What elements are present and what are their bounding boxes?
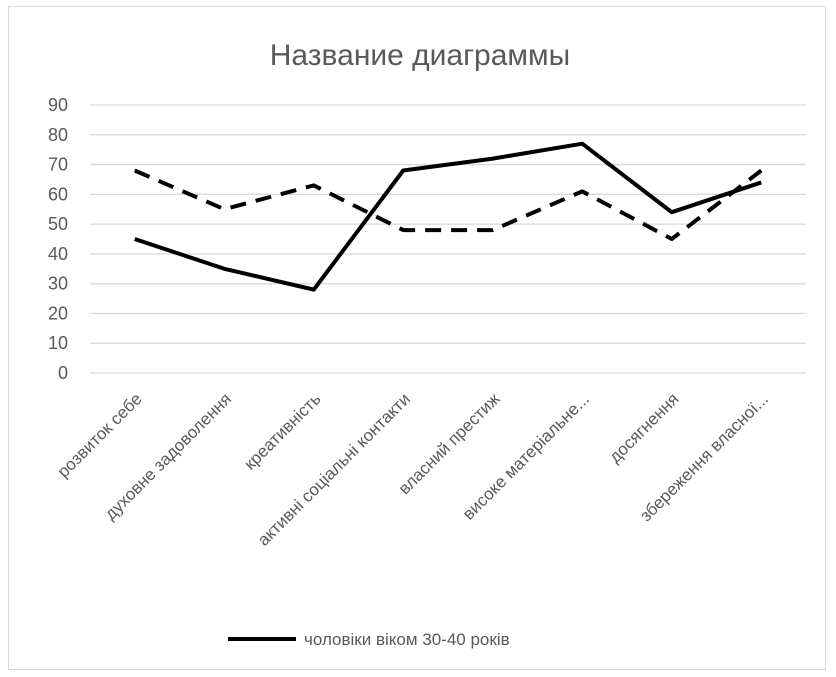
chart-title: Название диаграммы [270, 39, 570, 72]
series-lines [133, 141, 763, 292]
x-category-label: розвиток себе [54, 389, 146, 481]
legend: чоловіки віком 30-40 років [228, 630, 510, 649]
series-line-dashed [133, 168, 763, 241]
series-line-solid [134, 141, 762, 292]
y-axis-tick-labels: 0 10 20 30 40 50 60 70 80 90 [48, 95, 68, 383]
chart-frame [8, 6, 826, 670]
y-tick-label: 0 [58, 363, 68, 383]
y-tick-label: 50 [48, 214, 68, 234]
y-tick-label: 10 [48, 333, 68, 353]
x-category-label: досягнення [605, 389, 682, 466]
y-tick-label: 20 [48, 303, 68, 323]
legend-label: чоловіки віком 30-40 років [304, 630, 510, 649]
y-tick-label: 30 [48, 274, 68, 294]
y-tick-label: 60 [48, 184, 68, 204]
y-tick-label: 80 [48, 125, 68, 145]
gridlines [90, 104, 806, 374]
y-tick-label: 70 [48, 155, 68, 175]
y-tick-label: 90 [48, 95, 68, 115]
x-category-label: активні соціальні контакти [254, 389, 414, 549]
y-tick-label: 40 [48, 244, 68, 264]
x-category-label: креативність [240, 389, 324, 473]
